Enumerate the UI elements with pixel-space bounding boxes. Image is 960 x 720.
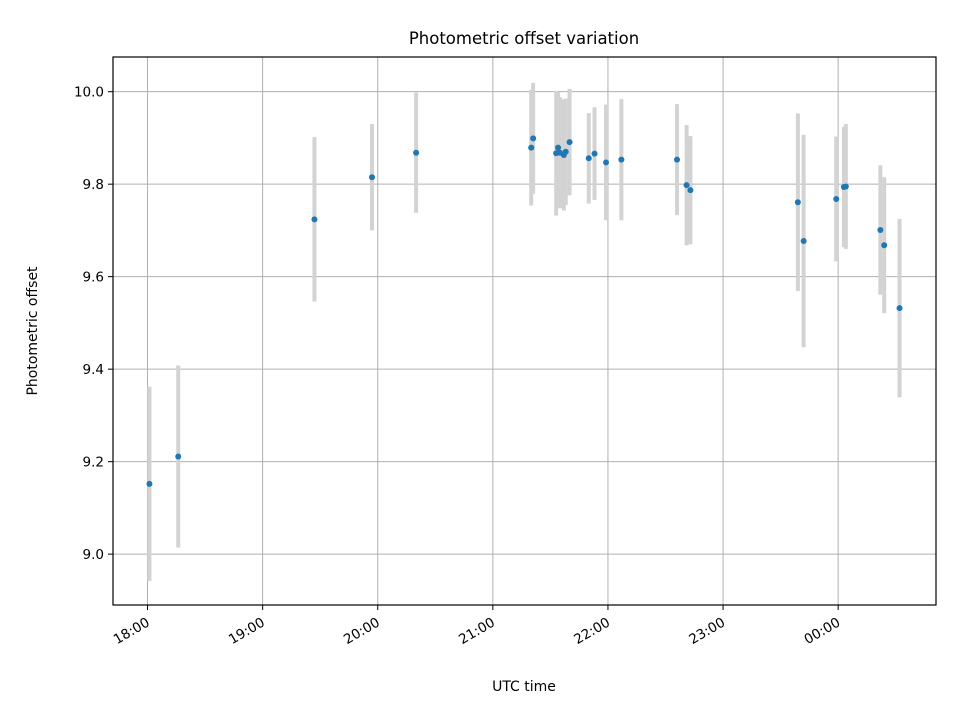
data-point [413,149,420,156]
data-point [800,238,807,245]
y-tick-label: 9.6 [83,270,104,286]
y-tick-label: 9.8 [83,177,104,193]
data-point [877,226,884,233]
data-point [794,199,801,206]
data-point [603,159,610,166]
data-point [311,216,318,223]
y-tick-label: 9.2 [83,455,104,471]
data-point [881,242,888,249]
y-axis-title: Photometric offset [25,266,41,396]
y-tick-label: 9.4 [83,362,104,378]
data-point [842,183,849,190]
data-point [555,144,562,151]
data-point [566,139,573,146]
data-point [368,174,375,181]
chart-title: Photometric offset variation [409,29,639,48]
data-point [674,156,681,163]
data-point [530,135,537,142]
data-point [687,187,694,194]
data-point [562,148,569,155]
plot-frame [112,56,937,606]
data-point [896,305,903,312]
data-point [683,182,690,189]
y-tick-label: 10.0 [74,85,104,101]
x-axis-title: UTC time [492,679,556,695]
data-point [833,195,840,202]
data-point [175,453,182,460]
point-layer [146,135,903,487]
data-point [591,150,598,157]
data-point [618,156,625,163]
y-tick-label: 9.0 [83,547,104,563]
y-axis: 9.0 9.2 9.4 9.6 9.8 10.0 [74,85,113,563]
grid-layer [113,57,936,605]
data-point [528,144,535,151]
data-point [585,155,592,162]
data-point [146,480,153,487]
